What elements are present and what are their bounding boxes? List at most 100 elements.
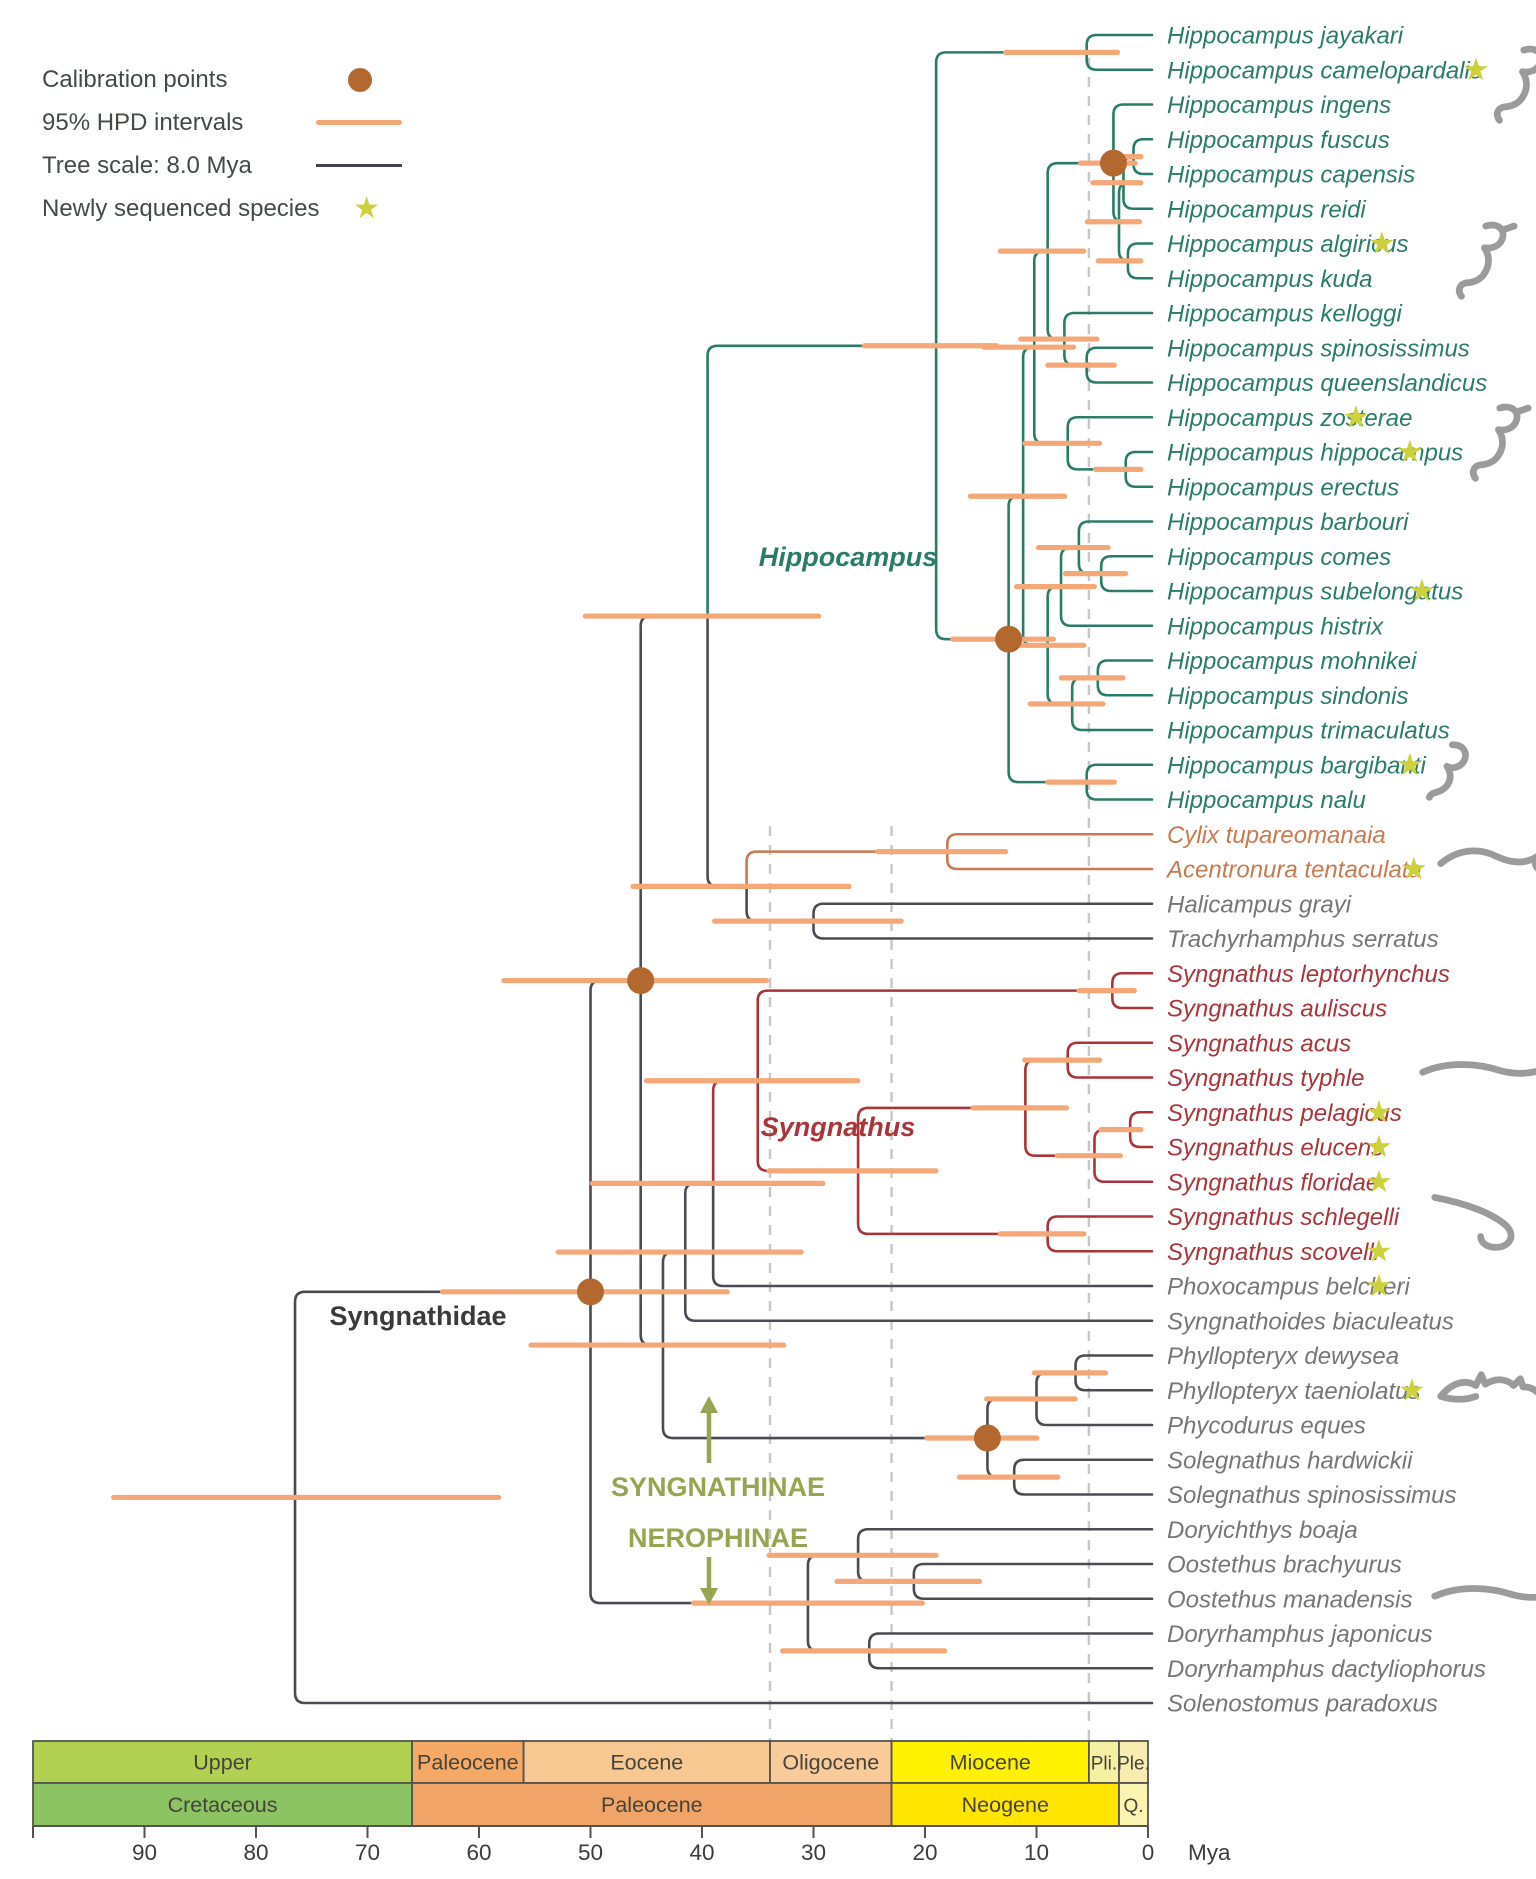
legend: Calibration points 95% HPD intervals Tre…	[42, 58, 402, 230]
hpd-interval-bar	[1022, 440, 1103, 446]
timescale-cell-label: Neogene	[962, 1793, 1049, 1817]
species-label: Syngnathus scovelli	[1167, 1239, 1380, 1266]
hpd-interval-bar	[1027, 701, 1106, 707]
species-label: Syngnathus acus	[1167, 1030, 1351, 1057]
hpd-interval-bar	[956, 1474, 1061, 1480]
species-label: Hippocampus comes	[1167, 544, 1391, 571]
hpd-interval-bar	[1058, 675, 1126, 681]
species-label: Hippocampus capensis	[1167, 162, 1415, 189]
pygmy-seahorse-icon-path	[1426, 741, 1469, 801]
legend-row-calibration: Calibration points	[42, 58, 402, 101]
branch	[1099, 554, 1154, 575]
branch	[1007, 494, 1025, 641]
hpd-interval-bar	[1014, 584, 1097, 590]
time-axis-tick-label: 60	[466, 1840, 491, 1865]
hpd-interval-bar	[1035, 544, 1111, 551]
timescale-cell	[522, 1740, 771, 1784]
gridline-layer	[768, 58, 1091, 1741]
branch	[1059, 546, 1081, 588]
species-label: Hippocampus kuda	[1167, 266, 1372, 293]
calibration-point	[627, 967, 655, 995]
species-label: Doryrhamphus dactyliophorus	[1167, 1656, 1486, 1683]
species-label: Syngnathus floridae	[1167, 1169, 1379, 1196]
hpd-interval-bar	[984, 1396, 1078, 1402]
seahorse-icon-path	[1493, 45, 1536, 124]
branch	[1085, 780, 1154, 801]
hpd-interval-bar	[997, 1231, 1087, 1237]
branch	[1035, 1371, 1077, 1401]
hpd-interval-bar	[834, 1578, 983, 1584]
branch	[1046, 249, 1066, 341]
hpd-interval-bar	[1045, 362, 1117, 368]
timescale-cell-label: Cretaceous	[168, 1793, 278, 1817]
branch	[1093, 1154, 1154, 1184]
timescale-cell	[411, 1782, 893, 1827]
hpd-line-icon	[316, 120, 402, 125]
timescale-cell-label: Paleocene	[601, 1793, 703, 1817]
species-label: Syngnathus leptorhynchus	[1167, 961, 1450, 988]
branch	[1066, 1041, 1154, 1062]
branch	[1007, 637, 1088, 784]
pipehorse-icon	[1437, 847, 1536, 872]
branch	[1074, 1354, 1154, 1375]
species-label: Syngnathus auliscus	[1167, 996, 1387, 1023]
branch	[856, 1527, 1154, 1557]
branch	[293, 1496, 1154, 1705]
branch	[856, 1106, 1027, 1173]
pipefish-icon	[1419, 1061, 1536, 1077]
hpd-interval-bar	[861, 343, 1000, 349]
hpd-interval-bar	[967, 493, 1068, 499]
calibration-points-label: Calibration points	[42, 65, 228, 93]
pipefish2-icon-path	[1431, 1194, 1515, 1251]
branch	[934, 51, 1088, 348]
branch	[1059, 585, 1154, 628]
time-axis-tick-label: 50	[578, 1840, 603, 1865]
branch	[1077, 520, 1154, 549]
species-label: Syngnathus elucens	[1167, 1135, 1383, 1162]
new-species-label: Newly sequenced species	[42, 194, 320, 222]
branch	[1024, 1106, 1096, 1157]
species-label: Oostethus brachyurus	[1167, 1552, 1402, 1579]
pipefish-icon-path	[1431, 1585, 1536, 1601]
new-species-star-icon: ★	[1368, 226, 1396, 261]
branch	[1093, 1128, 1132, 1157]
hpd-interval-bar	[111, 1494, 502, 1501]
hpd-interval-bar	[1054, 1153, 1123, 1159]
branch	[1046, 585, 1063, 647]
branch	[1063, 337, 1088, 367]
hpd-interval-bar	[1090, 180, 1144, 186]
legend-row-hpd: 95% HPD intervals	[42, 101, 402, 144]
species-label: Hippocampus ingens	[1167, 92, 1391, 119]
branch	[806, 1601, 871, 1653]
species-label: Syngnathus schlegelli	[1167, 1204, 1400, 1231]
hpd-layer	[111, 49, 1144, 1654]
seahorse-icon-path	[1469, 403, 1532, 482]
new-species-star-icon: ★	[1398, 1372, 1426, 1407]
clade-label-hippocampus: Hippocampus	[759, 542, 938, 572]
branch	[1085, 763, 1154, 784]
new-species-star-icon: ★	[1408, 573, 1436, 608]
hpd-interval-bar	[1092, 466, 1144, 472]
branch	[683, 1250, 1154, 1323]
hpd-interval-bar	[555, 1249, 804, 1255]
hpd-interval-bar	[1095, 258, 1144, 264]
time-axis-tick-label: 20	[912, 1840, 937, 1865]
species-label: Hippocampus zosterae	[1167, 405, 1412, 432]
species-label: Hippocampus camelopardalis	[1167, 57, 1482, 84]
hpd-interval-bar	[875, 849, 1009, 855]
species-label: Hippocampus queenslandicus	[1167, 370, 1487, 397]
branch	[1126, 242, 1154, 263]
hpd-interval-bar	[970, 1105, 1070, 1111]
new-species-star-icon: ★	[1365, 1233, 1393, 1268]
species-label: Solenostomus paradoxus	[1167, 1691, 1438, 1718]
pipehorse-icon-path	[1437, 847, 1536, 872]
branch	[1099, 572, 1154, 593]
pipefish2-icon	[1431, 1194, 1515, 1251]
time-axis-tick-label: 80	[243, 1840, 268, 1865]
branch	[912, 1562, 1154, 1583]
clade-label-syngnathinae: SYNGNATHINAE	[611, 1472, 825, 1502]
new-species-star-icon: ★	[1365, 1129, 1393, 1164]
branch	[1111, 971, 1154, 992]
species-label: Syngnathoides biaculeatus	[1167, 1308, 1454, 1335]
